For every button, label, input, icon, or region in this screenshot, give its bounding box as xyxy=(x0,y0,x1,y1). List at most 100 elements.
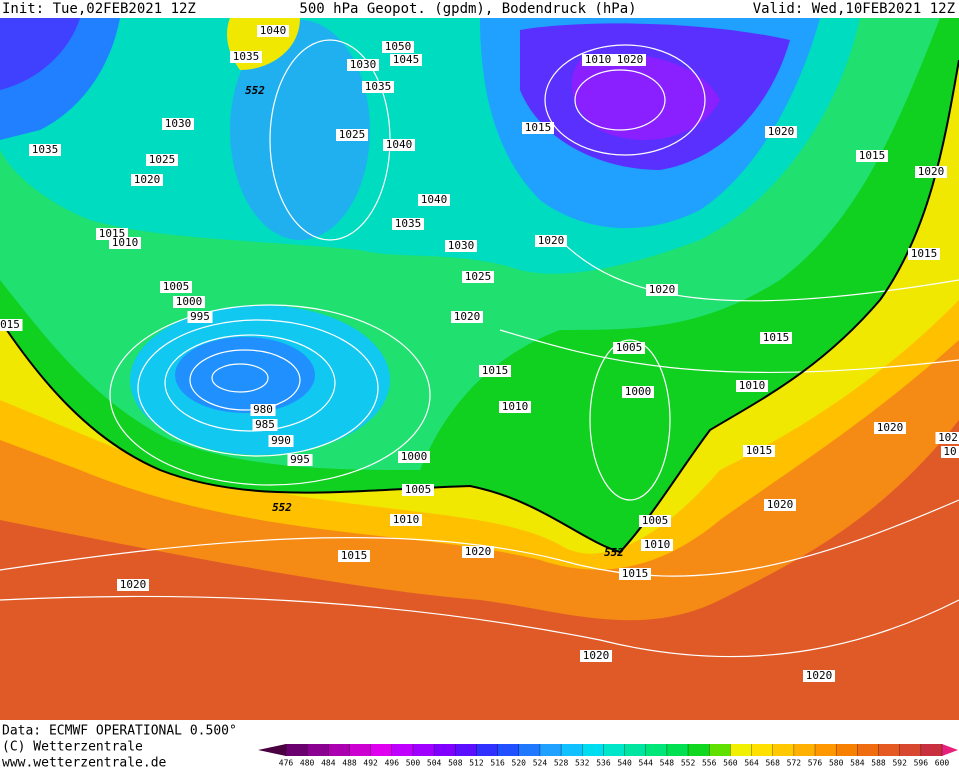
colorbar-tick-label: 516 xyxy=(490,759,505,768)
isobar xyxy=(211,363,269,393)
isobar-label: 1015 xyxy=(746,444,773,457)
isobar-label: 985 xyxy=(255,418,275,431)
isobar-label-box xyxy=(580,650,612,662)
isobar-label: 1035 xyxy=(233,50,260,63)
colorbar-tick-label: 520 xyxy=(512,759,527,768)
isobar xyxy=(189,349,301,411)
colorbar-tick-label: 528 xyxy=(554,759,569,768)
isobar-label: 995 xyxy=(290,453,310,466)
isobar-label-box xyxy=(336,129,368,141)
field-greenland-blue xyxy=(230,20,370,240)
isobar-label-box xyxy=(764,499,796,511)
isobar-label: 102 xyxy=(938,431,958,444)
isobar-label-box xyxy=(736,380,768,392)
colorbar-tick-label: 496 xyxy=(385,759,400,768)
colorbar-tick-label: 480 xyxy=(300,759,315,768)
isobar-label-box xyxy=(856,150,888,162)
colorbar-tick-label: 536 xyxy=(596,759,611,768)
isobar-label: 1015 xyxy=(911,247,938,260)
field-blue-nw-core xyxy=(0,18,80,90)
colorbar-tick-label: 544 xyxy=(639,759,654,768)
colorbar-segment xyxy=(878,744,901,756)
colorbar-tick-label: 548 xyxy=(660,759,675,768)
isobar xyxy=(109,304,431,486)
isobar-label-box xyxy=(390,54,422,66)
isobar-label-box xyxy=(230,51,262,63)
isobar-label-box xyxy=(445,240,477,252)
isobar-label: 1050 xyxy=(385,40,412,53)
isobar-label-box xyxy=(915,166,947,178)
isobar-label: 1000 xyxy=(401,450,428,463)
isobar-label: 1030 xyxy=(350,58,377,71)
isobar-label-box xyxy=(383,139,415,151)
colorbar-segment xyxy=(286,744,308,756)
isobar-label: 1010 xyxy=(393,513,420,526)
colorbar-segment xyxy=(391,744,414,756)
isobar-label-box xyxy=(619,568,651,580)
isobar-label: 1020 xyxy=(454,310,481,323)
isobar-label: 1035 xyxy=(395,217,422,230)
isobar-label: 1005 xyxy=(616,341,643,354)
isobar-label-box xyxy=(462,271,494,283)
isobar xyxy=(559,239,959,302)
isobar-label: 1035 xyxy=(32,143,59,156)
colorbar-segment xyxy=(751,744,774,756)
colorbar-segment xyxy=(603,744,626,756)
isobars xyxy=(0,39,959,658)
isobar-label: 1000 xyxy=(625,385,652,398)
isobar-label-box xyxy=(146,154,178,166)
isobar-label-box xyxy=(117,579,149,591)
isobar-label: 1015 xyxy=(482,364,509,377)
isobar-label: 1020 xyxy=(806,669,833,682)
isobar-label-box xyxy=(268,435,294,447)
colorbar-tick-label: 488 xyxy=(342,759,357,768)
isobar-label: 1020 xyxy=(918,165,945,178)
isobar-label: 1015 xyxy=(341,549,368,562)
colorbar-segment xyxy=(455,744,477,756)
colorbar-segment xyxy=(539,744,562,756)
isobar-label-box xyxy=(131,174,163,186)
isobar xyxy=(544,44,706,156)
colorbar-segment xyxy=(349,744,372,756)
colorbar-segment xyxy=(920,744,943,756)
isobar-label-box xyxy=(257,25,289,37)
isobar-label-box xyxy=(935,432,959,444)
isobar-label-box xyxy=(392,218,424,230)
isobar-label: 1020 xyxy=(538,234,565,247)
colorbar-tick-label: 532 xyxy=(575,759,590,768)
isobar xyxy=(164,334,336,432)
header-band xyxy=(0,0,959,18)
colorbar-segment xyxy=(624,744,647,756)
isobar-label-box xyxy=(162,118,194,130)
isobar-label-box xyxy=(252,419,278,431)
colorbar-tick-label: 492 xyxy=(363,759,378,768)
colorbar-segment xyxy=(815,744,837,756)
colorbar-tick-label: 524 xyxy=(533,759,548,768)
isobar-label: 990 xyxy=(271,434,291,447)
isobar xyxy=(0,595,959,658)
isobar-label: 1020 xyxy=(617,53,644,66)
colorbar-tick-label: 540 xyxy=(617,759,632,768)
isobar-label-box xyxy=(0,319,23,331)
field-low-blue xyxy=(175,337,315,413)
isobar-label-box xyxy=(941,446,959,458)
colorbar-tick-label: 556 xyxy=(702,759,717,768)
isobar-label: 1040 xyxy=(421,193,448,206)
colorbar-tick-label: 576 xyxy=(808,759,823,768)
isobar-label: 1040 xyxy=(386,138,413,151)
isobar-label-box xyxy=(187,311,213,323)
colorbar-segment xyxy=(772,744,795,756)
colorbar-tick-label: 508 xyxy=(448,759,463,768)
isobar-label: 1020 xyxy=(649,283,676,296)
isobar-label: 1015 xyxy=(525,121,552,134)
isobar-label-box xyxy=(109,237,141,249)
website: www.wetterzentrale.de xyxy=(2,756,167,770)
colorbar-segment xyxy=(857,744,880,756)
isobar-label-box xyxy=(287,454,313,466)
isobar-label-box xyxy=(803,670,835,682)
isobar-label-box xyxy=(641,539,673,551)
isobar-label-box xyxy=(874,422,906,434)
isobar-label-box xyxy=(418,194,450,206)
isobar-label: 1015 xyxy=(859,149,886,162)
colorbar-tick-label: 592 xyxy=(892,759,907,768)
